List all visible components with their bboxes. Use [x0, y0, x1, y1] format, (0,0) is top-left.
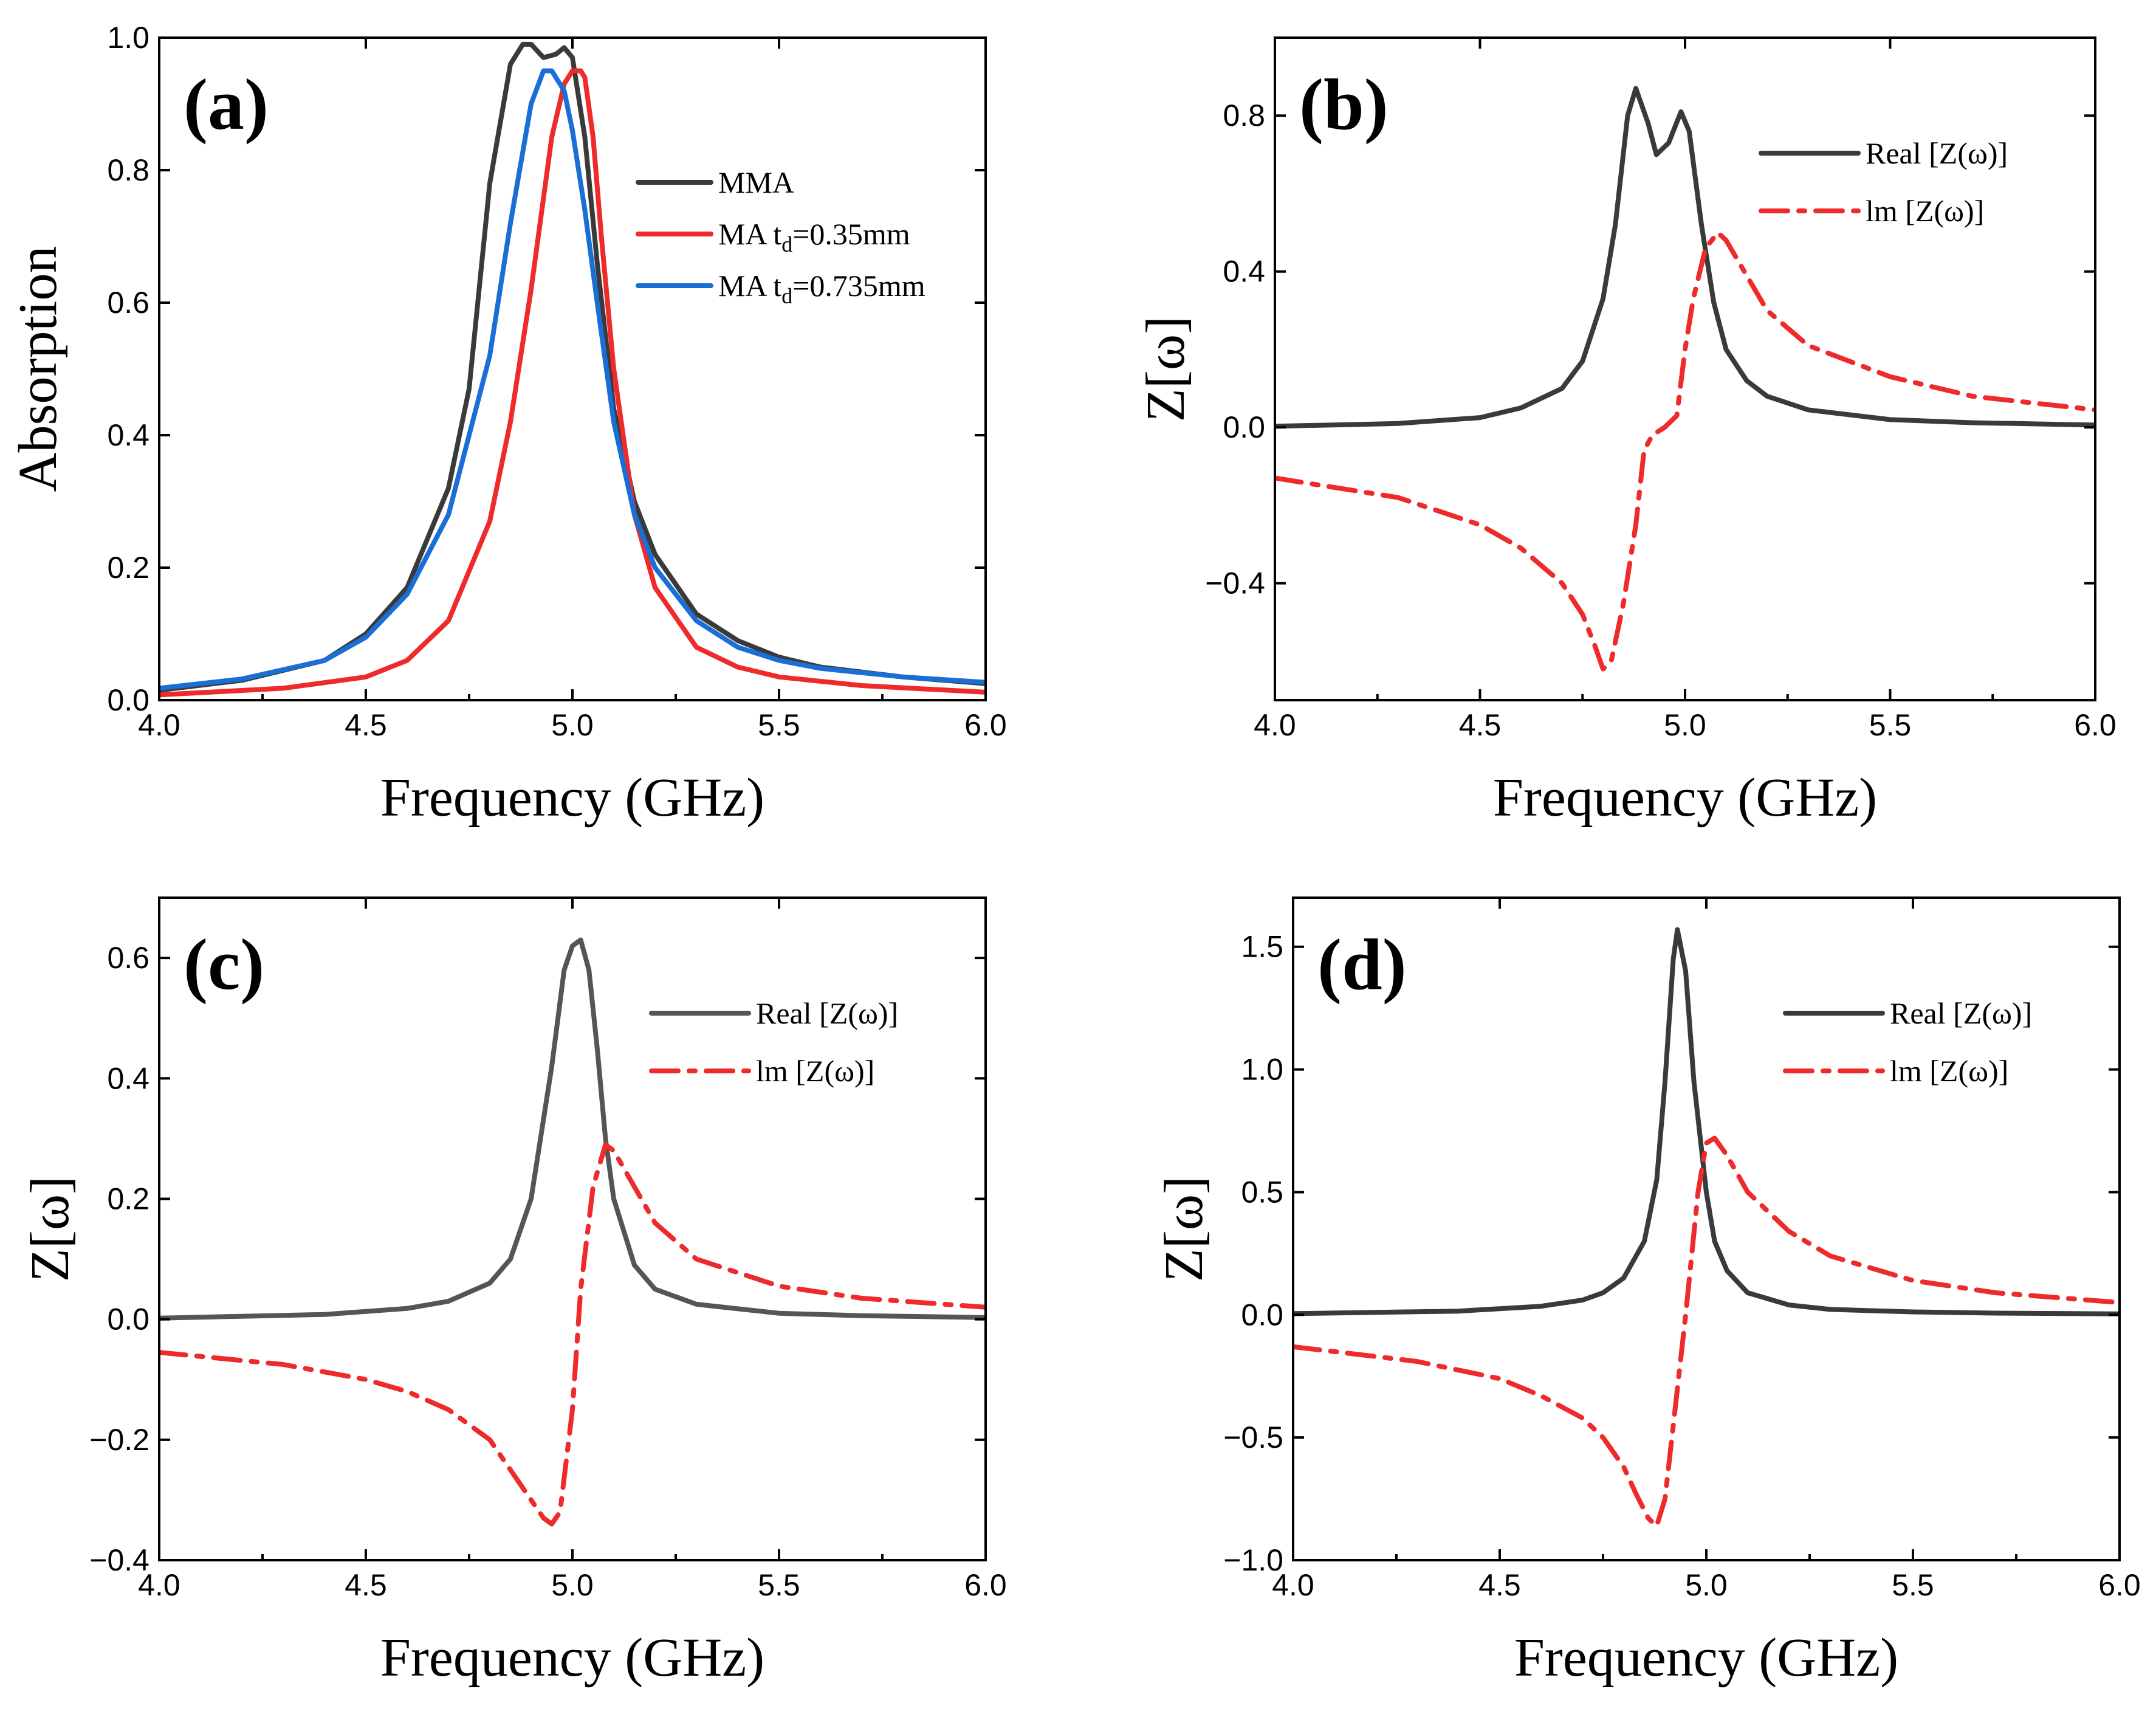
x-tick-label-d: 6.0	[2098, 1568, 2141, 1602]
legend-label-b-0: Real [Z(ω)]	[1866, 136, 2008, 170]
x-tick-label-b: 5.5	[1869, 708, 1912, 742]
series-line-a-1	[159, 68, 986, 698]
y-axis-label-a: Absorption	[8, 246, 68, 492]
y-tick-label-b: −0.4	[1205, 566, 1265, 600]
panel-label-b: (b)	[1299, 64, 1389, 145]
series-line-c-1	[159, 1142, 986, 1527]
y-tick-label-c: 0.0	[107, 1302, 149, 1337]
y-tick-label-a: 0.6	[107, 286, 149, 320]
y-tick-label-c: 0.6	[107, 941, 149, 975]
y-tick-label-d: 1.0	[1241, 1053, 1283, 1087]
x-axis-label-a: Frequency (GHz)	[380, 768, 764, 828]
x-tick-label-b: 4.5	[1459, 708, 1502, 742]
panel-d: 4.0 4.5 5.0 5.5 6.0 −1.0 −0.5 0.0 0.5 1.0 1.5 Frequ…	[1154, 896, 2141, 1688]
y-tick-label-c: 0.4	[107, 1061, 149, 1095]
y-tick-label-a: 0.4	[107, 418, 149, 452]
panel-b: 4.0 4.5 5.0 5.5 6.0 −0.4 0.0 0.4 0.8 Frequency (G…	[1136, 36, 2117, 828]
series-line-d-1	[1293, 1135, 2120, 1529]
x-tick-label-c: 4.5	[345, 1568, 387, 1602]
x-tick-label-d: 4.0	[1272, 1568, 1314, 1602]
legend-label-a-0: MMA	[718, 165, 794, 199]
x-axis-label-c: Frequency (GHz)	[380, 1628, 764, 1688]
series-line-a-0	[159, 41, 986, 693]
series-line-b-0	[1275, 86, 2095, 429]
x-tick-label-a: 4.0	[138, 708, 180, 742]
x-axis-label-d: Frequency (GHz)	[1514, 1628, 1898, 1688]
x-tick-label-a: 6.0	[964, 708, 1007, 742]
legend-label-a-2: MA td=0.735mm	[718, 269, 925, 308]
series-line-d-0	[1293, 927, 2120, 1316]
panel-a: 4.0 4.5 5.0 5.5 6.0 0.0 0.2 0.4 0.6 0.8 1.0 Frequen…	[8, 21, 1007, 828]
x-tick-label-c: 5.0	[551, 1568, 594, 1602]
y-tick-label-d: 0.5	[1241, 1175, 1283, 1209]
x-tick-label-a: 5.0	[551, 708, 594, 742]
x-tick-label-c: 4.0	[138, 1568, 180, 1602]
x-tick-label-a: 5.5	[758, 708, 800, 742]
series-line-b-1	[1275, 230, 2095, 672]
y-tick-label-d: 0.0	[1241, 1298, 1283, 1332]
x-tick-label-b: 6.0	[2074, 708, 2117, 742]
x-tick-label-d: 5.0	[1685, 1568, 1728, 1602]
y-axis-label-d: Z[ω]	[1154, 1176, 1214, 1282]
x-tick-label-c: 5.5	[758, 1568, 800, 1602]
legend-label-b-1: lm [Z(ω)]	[1866, 194, 1984, 228]
legend-label-d-0: Real [Z(ω)]	[1890, 996, 2032, 1030]
x-tick-label-d: 4.5	[1478, 1568, 1521, 1602]
panel-label-d: (d)	[1317, 924, 1407, 1005]
series-line-a-2	[159, 68, 986, 691]
y-tick-label-c: −0.2	[89, 1423, 149, 1457]
y-tick-label-a: 1.0	[107, 21, 149, 55]
y-tick-label-d: −1.0	[1223, 1543, 1283, 1577]
x-tick-label-d: 5.5	[1892, 1568, 1934, 1602]
legend-label-a-1: MA td=0.35mm	[718, 217, 910, 256]
y-axis-label-c: Z[ω]	[20, 1176, 80, 1282]
series-line-c-0	[159, 937, 986, 1321]
y-tick-label-c: −0.4	[89, 1543, 149, 1577]
x-tick-label-a: 4.5	[345, 708, 387, 742]
legend-label-c-1: lm [Z(ω)]	[756, 1054, 874, 1088]
y-tick-label-b: 0.8	[1223, 98, 1265, 132]
legend-label-d-1: lm [Z(ω)]	[1890, 1054, 2008, 1088]
y-tick-label-b: 0.4	[1223, 255, 1265, 289]
y-tick-label-b: 0.0	[1223, 410, 1265, 444]
x-tick-label-b: 4.0	[1254, 708, 1296, 742]
x-tick-label-c: 6.0	[964, 1568, 1007, 1602]
y-tick-label-a: 0.0	[107, 683, 149, 717]
y-tick-label-a: 0.2	[107, 551, 149, 585]
y-tick-label-d: −0.5	[1223, 1420, 1283, 1454]
y-tick-label-d: 1.5	[1241, 930, 1283, 964]
legend-label-c-0: Real [Z(ω)]	[756, 996, 898, 1030]
panel-label-a: (a)	[184, 64, 269, 145]
y-axis-label-b: Z[ω]	[1136, 316, 1196, 422]
panel-c: 4.0 4.5 5.0 5.5 6.0 −0.4 −0.2 0.0 0.2 0.4 0.6 Frequ…	[20, 896, 1007, 1688]
panel-label-c: (c)	[184, 924, 264, 1005]
x-axis-label-b: Frequency (GHz)	[1493, 768, 1877, 828]
y-tick-label-c: 0.2	[107, 1182, 149, 1216]
x-tick-label-b: 5.0	[1664, 708, 1706, 742]
y-tick-label-a: 0.8	[107, 153, 149, 187]
